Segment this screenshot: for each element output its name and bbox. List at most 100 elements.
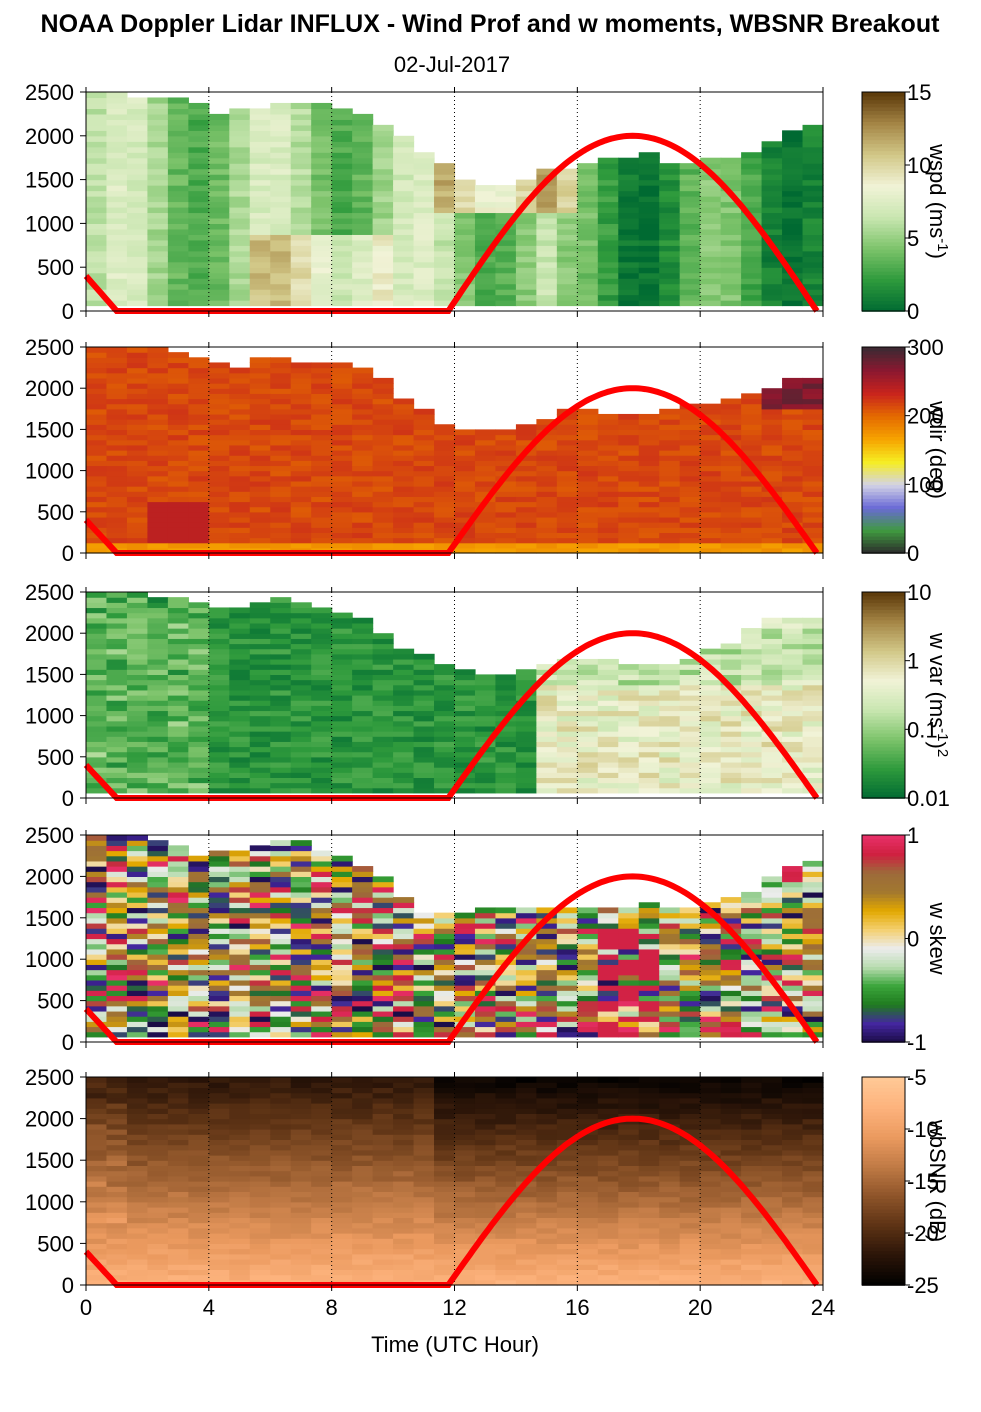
heatmap-cell [536,1010,558,1017]
heatmap-cell [352,460,374,467]
heatmap-cell [454,234,476,241]
heatmap-cell [290,756,312,763]
colorbar-segment [862,612,905,617]
heatmap-cell [126,948,149,955]
heatmap-cell [270,1021,292,1028]
heatmap-cell [659,674,681,681]
heatmap-cell [618,542,640,549]
colorbar-segment [862,904,905,909]
heatmap-cell [700,948,722,955]
heatmap-cell [393,954,415,960]
heatmap-cell [167,537,189,544]
colorbar-segment [862,205,905,210]
heatmap-cell [372,403,394,410]
heatmap-cell [331,146,353,153]
heatmap-cell [86,835,108,841]
heatmap-cell [802,398,824,405]
heatmap-cell [720,912,742,919]
colorbar-segment [862,422,905,427]
heatmap-cell [290,424,312,430]
heatmap-cell [249,985,271,991]
heatmap-cell [782,174,804,181]
heatmap-cell [761,283,783,290]
heatmap-cell [208,653,230,660]
heatmap-cell [208,607,230,614]
heatmap-cell [229,398,251,405]
heatmap-cell [474,964,497,971]
heatmap-cell [761,289,783,296]
heatmap-cell [167,146,189,153]
heatmap-cell [556,741,578,748]
heatmap-cell [86,1129,108,1135]
heatmap-cell [474,1000,497,1007]
heatmap-cell [167,491,189,497]
heatmap-cell [659,1031,681,1038]
heatmap-cell [577,491,599,497]
heatmap-cell [597,157,619,164]
heatmap-cell [167,217,189,224]
heatmap-cell [86,1186,108,1192]
heatmap-cell [577,948,599,955]
heatmap-cell [270,480,292,487]
heatmap-cell [290,684,312,691]
heatmap-cell [270,633,292,639]
heatmap-cell [270,141,292,148]
heatmap-cell [311,174,333,181]
heatmap-cell [618,933,640,940]
heatmap-cell [413,278,435,285]
heatmap-cell [597,434,619,441]
heatmap-cell [597,746,619,753]
heatmap-cell [167,917,189,924]
colorbar-segment [862,841,905,847]
heatmap-cell [597,527,619,533]
heatmap-cell [761,658,783,665]
heatmap-cell [659,979,681,986]
heatmap-cell [311,223,333,230]
heatmap-cell [474,761,497,768]
heatmap-cell [188,419,210,425]
heatmap-cell [188,261,210,268]
heatmap-cell [147,907,169,914]
colorbar-segment [862,941,905,947]
heatmap-cell [372,501,394,508]
heatmap-cell [618,705,640,712]
heatmap-cell [229,542,251,549]
heatmap-cell [147,633,169,639]
heatmap-cell [106,206,128,214]
heatmap-cell [86,876,108,883]
heatmap-cell [352,938,374,945]
heatmap-cell [249,212,271,219]
heatmap-cell [679,741,701,748]
heatmap-cell [597,731,619,737]
heatmap-cell [782,179,804,186]
heatmap-cell [147,860,169,867]
heatmap-cell [249,638,271,645]
heatmap-cell [352,715,374,722]
heatmap-cell [372,782,394,789]
colorbar-segment [862,784,905,789]
heatmap-cell [126,196,149,203]
heatmap-cell [290,537,312,544]
heatmap-cell [331,860,353,867]
heatmap-cell [536,168,558,175]
heatmap-cell [270,720,292,727]
heatmap-cell [106,1238,128,1244]
heatmap-cell [782,196,804,203]
heatmap-cell [413,163,435,170]
heatmap-cell [802,486,824,492]
heatmap-cell [106,761,128,768]
heatmap-cell [413,532,435,539]
heatmap-cell [126,234,149,241]
heatmap-cell [638,196,660,203]
heatmap-cell [741,658,763,665]
heatmap-cell [372,638,394,645]
heatmap-cell [802,135,824,142]
heatmap-cell [454,705,476,712]
heatmap-cell [454,751,476,758]
heatmap-cell [515,234,537,241]
heatmap-cell [761,669,783,675]
heatmap-cell [126,700,149,706]
heatmap-cell [556,179,578,186]
heatmap-cell [802,643,824,650]
